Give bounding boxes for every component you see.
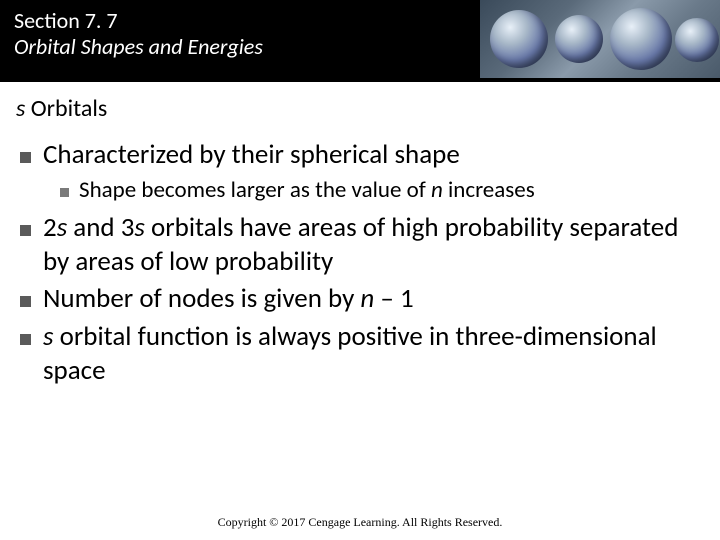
- sphere-icon: [555, 15, 603, 63]
- subtitle-prefix: s: [16, 94, 25, 123]
- bullet-sub-text: Shape becomes larger as the value of n i…: [79, 176, 535, 205]
- copyright-text: Copyright © 2017 Cengage Learning. All R…: [0, 515, 720, 530]
- bullet-marker-icon: [20, 296, 31, 307]
- section-number: Section 7. 7: [14, 8, 263, 34]
- header-graphic-spheres: [480, 0, 720, 78]
- subtitle-text: Orbitals: [25, 94, 107, 123]
- header-text-block: Section 7. 7 Orbital Shapes and Energies: [14, 8, 263, 61]
- bullet-main: s orbital function is always positive in…: [20, 320, 700, 388]
- section-title: Orbital Shapes and Energies: [14, 34, 263, 60]
- sphere-icon: [490, 10, 548, 68]
- slide-subtitle: s Orbitals: [0, 82, 720, 132]
- bullet-text: Number of nodes is given by n – 1: [43, 282, 414, 316]
- bullet-marker-icon: [20, 152, 31, 163]
- sphere-icon: [610, 8, 672, 70]
- bullet-sub: Shape becomes larger as the value of n i…: [60, 176, 700, 205]
- slide-content: Characterized by their spherical shape Sh…: [0, 132, 720, 387]
- bullet-marker-icon: [60, 188, 69, 197]
- bullet-main: 2s and 3s orbitals have areas of high pr…: [20, 211, 700, 279]
- slide-header: Section 7. 7 Orbital Shapes and Energies: [0, 0, 720, 78]
- bullet-marker-icon: [20, 334, 31, 345]
- bullet-text: s orbital function is always positive in…: [43, 320, 700, 388]
- bullet-main: Characterized by their spherical shape: [20, 138, 700, 172]
- bullet-main: Number of nodes is given by n – 1: [20, 282, 700, 316]
- bullet-marker-icon: [20, 225, 31, 236]
- bullet-text: 2s and 3s orbitals have areas of high pr…: [43, 211, 700, 279]
- sphere-icon: [675, 18, 719, 62]
- bullet-text: Characterized by their spherical shape: [43, 138, 460, 172]
